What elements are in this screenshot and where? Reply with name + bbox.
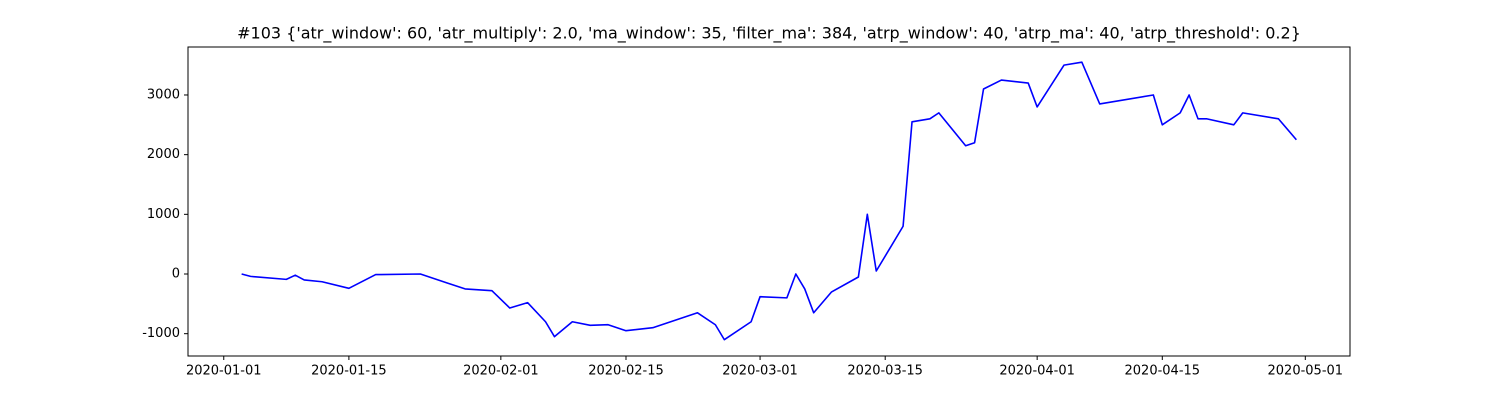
x-tick-label: 2020-03-01 [722,364,798,379]
x-tick-label: 2020-01-15 [311,364,387,379]
chart-title: #103 {'atr_window': 60, 'atr_multiply': … [237,24,1301,44]
y-tick-label: -1000 [142,326,180,341]
y-tick-label: 0 [172,267,180,282]
y-tick-label: 3000 [147,87,180,102]
line-series [241,61,1297,341]
x-tick-label: 2020-01-01 [186,364,262,379]
x-tick-label: 2020-03-15 [847,364,923,379]
y-tick-label: 1000 [147,207,180,222]
x-tick-label: 2020-02-15 [588,364,664,379]
x-tick-label: 2020-05-01 [1268,364,1344,379]
axes-frame [187,46,1351,357]
y-tick-label: 2000 [147,147,180,162]
x-tick-label: 2020-04-01 [999,364,1075,379]
x-tick-label: 2020-02-01 [463,364,539,379]
x-tick-label: 2020-04-15 [1125,364,1201,379]
